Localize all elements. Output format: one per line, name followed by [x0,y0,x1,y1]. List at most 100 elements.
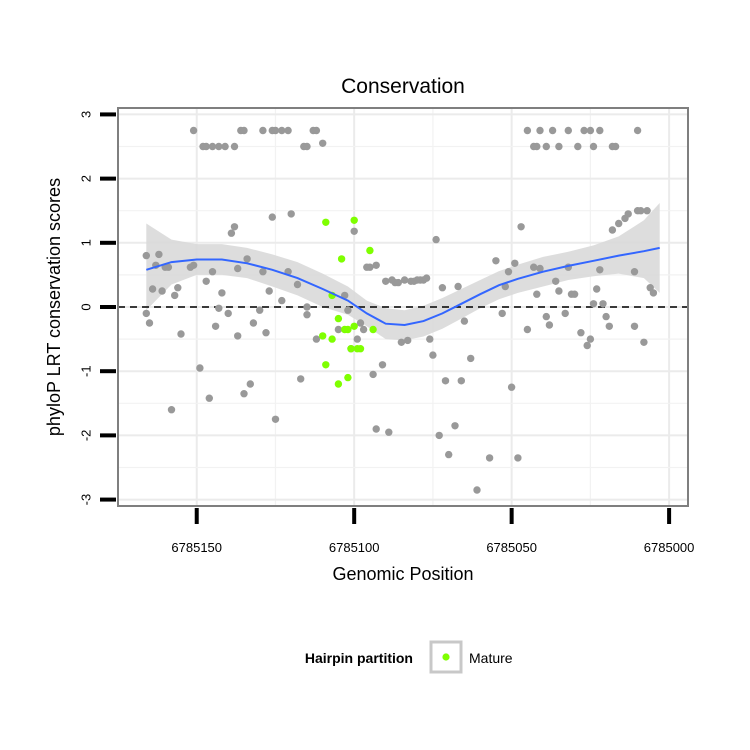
data-point-other [350,227,358,235]
data-point-other [366,263,374,271]
data-point-other [262,329,270,337]
data-point-other [649,289,658,297]
data-point-other [633,126,642,135]
data-point-other [589,300,598,308]
data-point-other [602,312,610,321]
data-point-other [504,268,513,276]
data-point-other [240,126,248,135]
data-point-other [492,257,500,265]
data-point-mature [322,361,330,369]
data-point-mature [356,345,365,353]
data-point-other [202,277,210,285]
confidence-band [146,203,660,341]
data-point-other [211,322,220,330]
plot-panel [117,107,689,507]
x-tick-label: 6785100 [329,540,380,555]
data-point-other [498,309,506,318]
data-point-mature [344,373,352,382]
data-point-other [441,377,450,385]
data-point-other [356,319,365,327]
data-point-other [174,284,182,292]
y-axis: 3 2 1 0 -1 -2 -3 [78,111,116,505]
data-point-other [259,126,267,135]
legend-label-mature: Mature [469,650,513,666]
data-point-other [158,287,166,295]
data-point-other [435,431,443,440]
data-point-other [460,317,469,325]
data-point-other [593,285,601,293]
data-point-other [208,142,217,151]
data-point-other [523,325,532,334]
data-point-other [230,223,239,231]
data-point-other [256,306,264,314]
data-point-other [608,226,617,234]
data-point-other [155,250,163,259]
smooth-line-path [146,246,660,327]
data-point-other [227,229,236,237]
data-point-other [271,415,280,423]
y-tick-label: 0 [78,303,93,310]
data-point-other [142,309,150,318]
data-point-other [467,354,475,363]
data-point-other [555,287,563,295]
data-point-mature [366,246,374,255]
x-tick-label: 6785050 [486,540,537,555]
y-tick-label: -2 [78,430,93,442]
data-point-mature [344,325,352,334]
data-point-other [485,454,494,462]
data-point-other [432,235,440,244]
data-point-other [344,306,352,314]
data-point-other [404,336,412,345]
data-point-other [142,251,150,260]
data-point-other [378,361,387,369]
data-point-other [630,322,639,330]
data-point-other [284,126,292,135]
data-point-other [297,375,305,383]
data-point-other [215,304,223,312]
data-point-other [202,142,210,151]
x-axis: 6785150 6785100 6785050 6785000 [171,508,694,555]
data-point-mature [328,335,336,343]
y-axis-title: phyloP LRT conservation scores [44,178,64,436]
data-point-other [536,264,544,273]
data-point-other [511,259,519,267]
data-point-other [514,454,522,462]
data-point-other [249,319,258,327]
data-point-other [630,268,639,276]
chart-title: Conservation [341,75,465,98]
data-point-other [545,321,554,329]
data-point-other [189,126,198,135]
data-point-other [426,335,434,343]
y-tick-label: 2 [78,175,93,182]
legend-swatch-mature [442,653,450,661]
y-tick-label: 3 [78,111,93,118]
data-point-other [552,277,560,285]
data-point-other [382,277,390,285]
data-point-other [372,425,380,433]
points-other [142,126,658,494]
data-point-other [533,142,541,151]
data-point-other [221,142,229,151]
data-point-mature [334,314,343,323]
data-point-other [240,390,248,398]
data-point-mature [322,218,330,226]
y-tick-label: -1 [78,365,93,377]
data-point-other [303,303,311,311]
data-point-other [265,287,273,295]
data-point-other [312,126,321,135]
data-point-other [643,207,651,215]
data-point-other [148,285,157,293]
data-point-other [303,311,311,319]
data-point-other [369,370,377,379]
data-point-other [640,338,648,346]
data-point-other [167,406,176,414]
data-point-other [196,364,204,372]
legend-title: Hairpin partition [305,650,413,666]
data-point-mature [337,255,346,263]
data-point-other [278,296,286,305]
data-point-other [596,126,604,135]
data-point-other [205,394,213,402]
data-point-other [561,309,569,318]
data-point-other [246,380,254,388]
data-point-mature [350,322,358,330]
